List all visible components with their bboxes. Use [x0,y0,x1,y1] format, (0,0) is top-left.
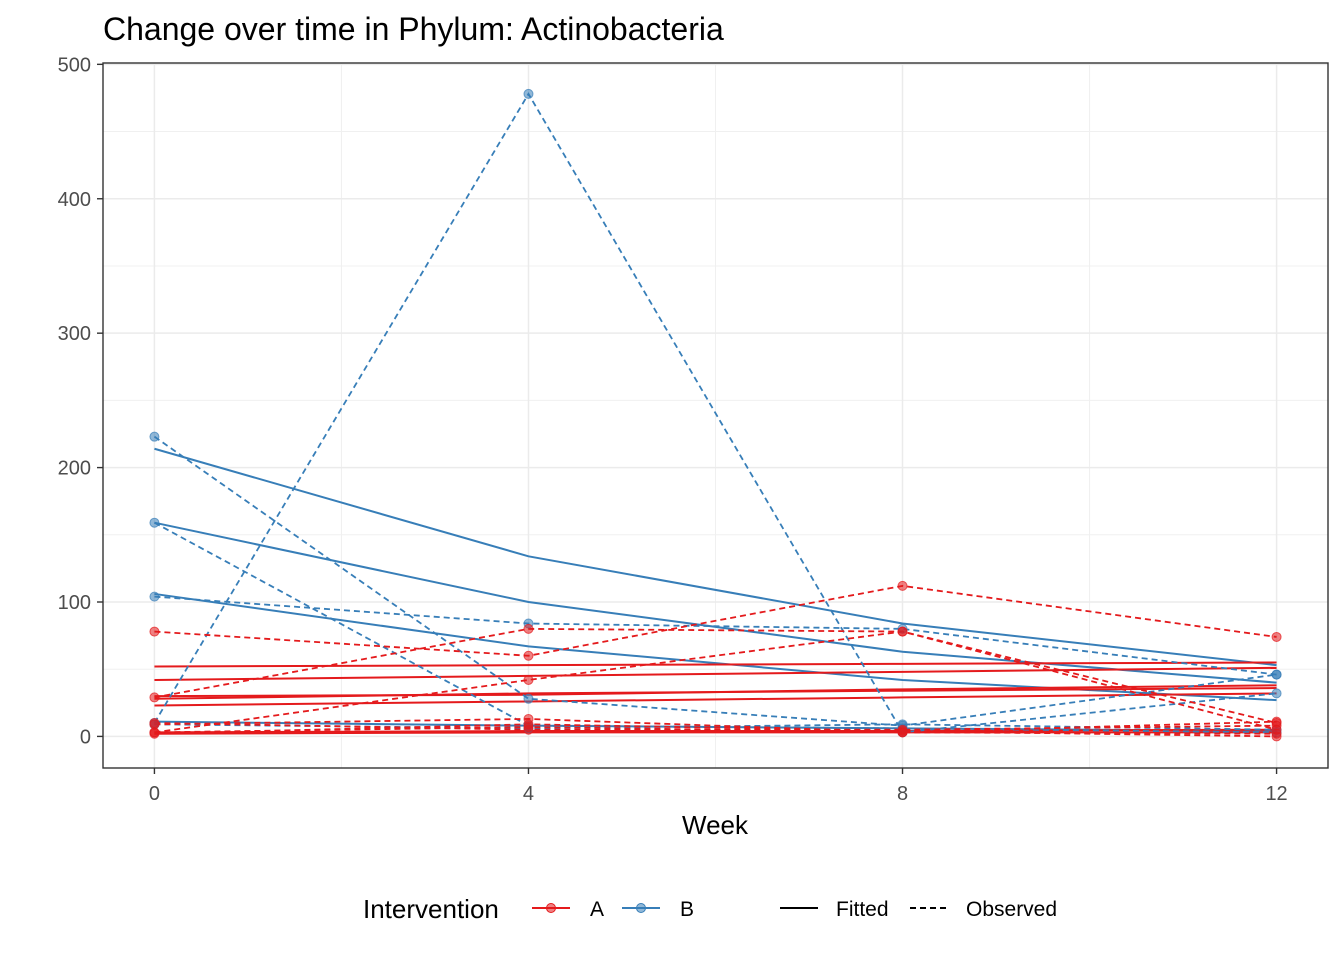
legend-label-fitted: Fitted [836,898,889,921]
observed-line-A [154,627,1277,724]
observed-lines [153,92,1277,738]
observed-point-A [523,674,534,685]
observed-point-A [1271,728,1282,739]
observed-point-A [523,722,534,733]
observed-point-B [523,693,534,704]
y-tick-label: 200 [58,458,91,480]
legend-label-B: B [680,898,694,921]
observed-point-B [1271,669,1282,680]
fitted-line-A [154,687,1277,700]
y-tick-label: 0 [80,726,91,748]
fitted-line-A [154,666,1277,681]
observed-point-B [523,88,534,99]
fitted-line-A [154,661,1277,668]
gridlines [103,63,1328,768]
observed-point-B [149,431,160,442]
observed-point-A [897,626,908,637]
observed-point-B [149,517,160,528]
plot-border [102,62,1329,769]
legend-label-A: A [590,898,604,921]
x-axis: 0 4 8 12 [149,768,1288,805]
legend: Intervention A B Fitted Observed [363,894,1057,924]
fitted-line-B [154,447,1277,667]
observed-line-A [154,584,1277,657]
observed-point-A [523,650,534,661]
observed-point-B [149,591,160,602]
y-tick-label: 300 [58,323,91,345]
fitted-line-A [154,728,1277,734]
fitted-line-A [154,692,1277,707]
x-axis-title: Week [682,810,749,840]
x-tick-label: 12 [1265,783,1287,805]
x-tick-label: 0 [149,783,160,805]
observed-point-A [523,623,534,634]
y-tick-label: 400 [58,189,91,211]
legend-label-observed: Observed [966,898,1057,921]
chart-title: Change over time in Phylum: Actinobacter… [103,11,724,47]
observed-point-A [897,580,908,591]
observed-line-B [154,595,1277,676]
observed-point-A [149,717,160,728]
observed-line-A [154,726,1277,735]
x-tick-label: 4 [523,783,534,805]
observed-point-A [897,727,908,738]
y-tick-label: 500 [58,54,91,76]
y-axis: 0 100 200 300 400 500 [58,54,103,748]
observed-line-B [153,92,1277,734]
observed-point-B [1271,688,1282,699]
observed-line-B [153,435,1277,727]
observed-point-A [149,727,160,738]
observed-point-A [149,626,160,637]
observed-point-A [149,692,160,703]
y-tick-label: 100 [58,592,91,614]
legend-title: Intervention [363,894,499,924]
legend-key-point-A [546,903,556,913]
observed-points [149,88,1282,742]
x-tick-label: 8 [897,783,908,805]
legend-key-point-B [636,903,646,913]
observed-point-A [1271,631,1282,642]
